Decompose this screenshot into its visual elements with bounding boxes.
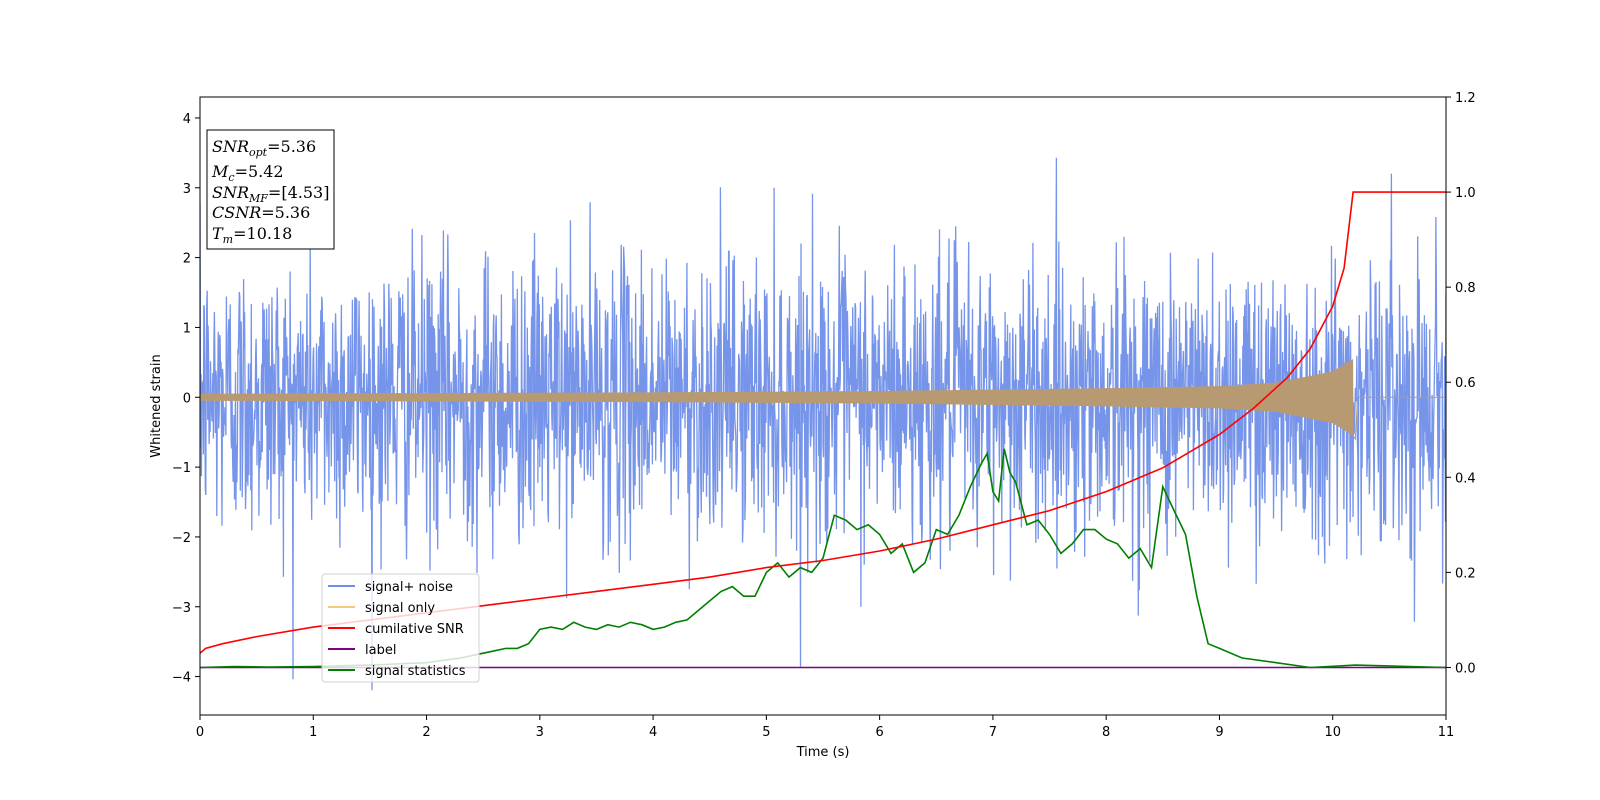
- y2-tick-label: 0.6: [1455, 376, 1476, 391]
- x-tick-label: 2: [422, 725, 430, 740]
- info-box-line: CSNR=5.36: [212, 203, 310, 222]
- info-subscript: m: [223, 233, 233, 246]
- info-value: =[4.53]: [268, 183, 330, 202]
- info-name: SNR: [212, 183, 249, 202]
- y-tick-label: 1: [183, 321, 191, 336]
- y-tick-label: −1: [172, 461, 191, 476]
- info-box: SNRopt=5.36Mc=5.42SNRMF=[4.53]CSNR=5.36T…: [206, 129, 335, 250]
- info-value: =5.42: [235, 162, 284, 181]
- info-name: T: [212, 224, 224, 243]
- y-axis-left: 4 3 2 1 0 −1 −2 −3 −4: [172, 112, 200, 686]
- y-tick-label: 3: [183, 182, 191, 197]
- y-tick-label: −2: [172, 531, 191, 546]
- y2-tick-label: 0.8: [1455, 281, 1476, 296]
- x-tick-label: 1: [309, 725, 317, 740]
- x-tick-label: 7: [989, 725, 997, 740]
- x-tick-label: 11: [1438, 725, 1455, 740]
- info-name: M: [211, 162, 229, 181]
- x-tick-label: 4: [649, 725, 657, 740]
- info-name: CSNR: [212, 203, 261, 222]
- y-tick-label: −4: [172, 671, 191, 686]
- legend-label: signal statistics: [365, 664, 466, 679]
- legend: signal+ noise signal only cumilative SNR la…: [321, 573, 480, 683]
- y-tick-label: 4: [183, 112, 191, 127]
- info-subscript: MF: [248, 192, 268, 205]
- info-value: =10.18: [233, 224, 292, 243]
- signal-statistics-series: [200, 448, 1446, 669]
- legend-label: signal only: [365, 601, 435, 616]
- signal-only-series: [200, 359, 1446, 441]
- y2-tick-label: 0.2: [1455, 566, 1476, 581]
- y-tick-label: 2: [183, 252, 191, 267]
- y2-tick-label: 0.4: [1455, 471, 1476, 486]
- info-box-line: Mc=5.42: [211, 162, 284, 184]
- x-tick-label: 9: [1215, 725, 1223, 740]
- y-axis-right: 1.2 1.0 0.8 0.6 0.4 0.2 0.0: [1446, 91, 1476, 676]
- y2-tick-label: 1.0: [1455, 186, 1476, 201]
- info-value: =5.36: [261, 203, 310, 222]
- y2-tick-label: 0.0: [1455, 661, 1476, 676]
- x-tick-label: 10: [1324, 725, 1341, 740]
- x-axis-label: Time (s): [796, 745, 850, 760]
- y-tick-label: 0: [183, 391, 191, 406]
- x-tick-label: 8: [1102, 725, 1110, 740]
- x-tick-label: 3: [536, 725, 544, 740]
- y-axis-label: Whitened strain: [149, 354, 164, 457]
- y2-tick-label: 1.2: [1455, 91, 1476, 106]
- info-value: =5.36: [267, 137, 316, 156]
- info-subscript: opt: [249, 146, 268, 159]
- legend-label: cumilative SNR: [365, 622, 464, 637]
- info-name: SNR: [212, 137, 249, 156]
- x-tick-label: 6: [875, 725, 883, 740]
- plot-frame: [199, 96, 1447, 716]
- x-tick-label: 0: [196, 725, 204, 740]
- legend-label: signal+ noise: [365, 580, 453, 595]
- x-tick-label: 5: [762, 725, 770, 740]
- info-box-line: SNRopt=5.36: [212, 137, 316, 159]
- info-box-line: SNRMF=[4.53]: [212, 183, 329, 205]
- x-axis: 0 1 2 3 4 5 6 7 8 9 10 11: [196, 715, 1454, 740]
- info-box-line: Tm=10.18: [212, 224, 292, 246]
- y-tick-label: −3: [172, 601, 191, 616]
- legend-label: label: [365, 643, 396, 658]
- info-subscript: c: [228, 171, 234, 184]
